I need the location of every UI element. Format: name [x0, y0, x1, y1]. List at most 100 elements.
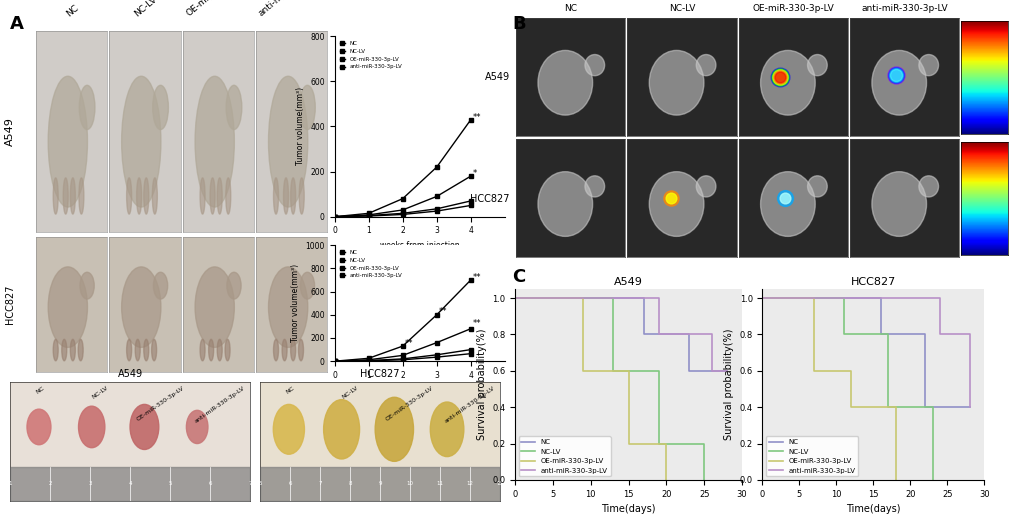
Ellipse shape — [79, 85, 95, 130]
Text: OE-miR-330-3p-LV: OE-miR-330-3p-LV — [385, 385, 434, 422]
X-axis label: Time(days): Time(days) — [601, 504, 655, 514]
Point — [887, 70, 903, 78]
Point — [662, 194, 679, 202]
Ellipse shape — [153, 272, 167, 299]
Text: NC-LV: NC-LV — [668, 4, 695, 13]
Text: 4: 4 — [128, 481, 131, 487]
Ellipse shape — [760, 172, 814, 236]
Ellipse shape — [696, 176, 715, 197]
Ellipse shape — [144, 340, 149, 361]
Ellipse shape — [144, 178, 149, 214]
Ellipse shape — [210, 178, 215, 214]
Ellipse shape — [200, 178, 205, 214]
Point — [771, 73, 788, 81]
Text: 6: 6 — [288, 481, 291, 487]
Ellipse shape — [48, 267, 88, 347]
Ellipse shape — [273, 405, 304, 454]
Text: NC-LV: NC-LV — [340, 385, 359, 400]
Text: A: A — [10, 15, 24, 34]
Text: **: ** — [438, 307, 446, 316]
Text: A549: A549 — [484, 72, 510, 83]
Text: 11: 11 — [436, 481, 443, 487]
Text: NC-LV: NC-LV — [132, 0, 159, 18]
Ellipse shape — [225, 178, 230, 214]
Ellipse shape — [375, 397, 413, 461]
Text: OE-miR-330-3p-LV: OE-miR-330-3p-LV — [184, 0, 254, 18]
Ellipse shape — [79, 272, 94, 299]
Text: 9: 9 — [378, 481, 381, 487]
Ellipse shape — [226, 85, 242, 130]
Text: OE-miR-330-3p-LV: OE-miR-330-3p-LV — [752, 4, 834, 13]
Text: 8: 8 — [347, 481, 352, 487]
Ellipse shape — [195, 267, 234, 347]
Text: B: B — [512, 15, 525, 34]
Ellipse shape — [584, 55, 604, 76]
Ellipse shape — [807, 55, 826, 76]
Ellipse shape — [290, 178, 296, 214]
Text: NC: NC — [64, 3, 81, 18]
Text: *: * — [472, 169, 476, 178]
Text: anti-miR-330-3p-LV: anti-miR-330-3p-LV — [860, 4, 947, 13]
Legend: NC, NC-LV, OE-miR-330-3p-LV, anti-miR-330-3p-LV: NC, NC-LV, OE-miR-330-3p-LV, anti-miR-33… — [518, 437, 610, 476]
Ellipse shape — [126, 340, 131, 361]
Text: A549: A549 — [117, 369, 143, 379]
Ellipse shape — [282, 340, 286, 361]
X-axis label: weeks from injection: weeks from injection — [379, 241, 460, 250]
Text: NC: NC — [284, 385, 294, 395]
Text: C: C — [512, 268, 525, 286]
Point — [887, 70, 903, 78]
Text: **: ** — [404, 338, 413, 348]
Text: 12: 12 — [466, 481, 473, 487]
Text: **: ** — [472, 319, 481, 328]
Ellipse shape — [152, 178, 157, 214]
Legend: NC, NC-LV, OE-miR-330-3p-LV, anti-miR-330-3p-LV: NC, NC-LV, OE-miR-330-3p-LV, anti-miR-33… — [337, 39, 405, 72]
Ellipse shape — [78, 178, 84, 214]
Title: A549: A549 — [613, 277, 642, 287]
Point — [771, 73, 788, 81]
Ellipse shape — [283, 178, 288, 214]
Point — [771, 73, 788, 81]
Text: HCC827: HCC827 — [360, 369, 399, 379]
Point — [662, 194, 679, 202]
Ellipse shape — [217, 178, 222, 214]
Text: HCC827: HCC827 — [5, 285, 15, 324]
Text: 5: 5 — [258, 481, 262, 487]
Text: NC: NC — [35, 385, 45, 395]
Ellipse shape — [268, 267, 308, 347]
Bar — [260, 467, 499, 501]
Ellipse shape — [649, 172, 703, 236]
Ellipse shape — [537, 51, 592, 115]
Text: **: ** — [472, 273, 481, 282]
Point — [771, 73, 788, 81]
Ellipse shape — [53, 178, 58, 214]
Text: 10: 10 — [406, 481, 413, 487]
Ellipse shape — [871, 172, 925, 236]
Ellipse shape — [290, 340, 296, 361]
Point — [775, 194, 792, 202]
Text: 2: 2 — [48, 481, 52, 487]
Ellipse shape — [300, 85, 315, 130]
Text: 7: 7 — [318, 481, 321, 487]
Ellipse shape — [918, 55, 937, 76]
Ellipse shape — [121, 267, 161, 347]
X-axis label: Time(days): Time(days) — [846, 504, 900, 514]
Ellipse shape — [273, 340, 278, 361]
Ellipse shape — [78, 406, 105, 448]
Text: anti-miR-330-3p-LV: anti-miR-330-3p-LV — [443, 385, 495, 424]
Ellipse shape — [62, 340, 66, 361]
Ellipse shape — [217, 340, 222, 361]
Ellipse shape — [584, 176, 604, 197]
Bar — [10, 467, 250, 501]
Y-axis label: Survival probability(%): Survival probability(%) — [723, 329, 734, 440]
Text: NC-LV: NC-LV — [91, 385, 109, 400]
Ellipse shape — [137, 178, 142, 214]
Ellipse shape — [225, 340, 230, 361]
Text: HCC827: HCC827 — [470, 194, 510, 204]
Title: HCC827: HCC827 — [850, 277, 895, 287]
Ellipse shape — [871, 51, 925, 115]
Ellipse shape — [70, 340, 75, 361]
Ellipse shape — [48, 76, 88, 207]
Ellipse shape — [130, 405, 159, 449]
Text: anti-miR-330-3p-LV: anti-miR-330-3p-LV — [257, 0, 328, 18]
Ellipse shape — [430, 402, 464, 457]
